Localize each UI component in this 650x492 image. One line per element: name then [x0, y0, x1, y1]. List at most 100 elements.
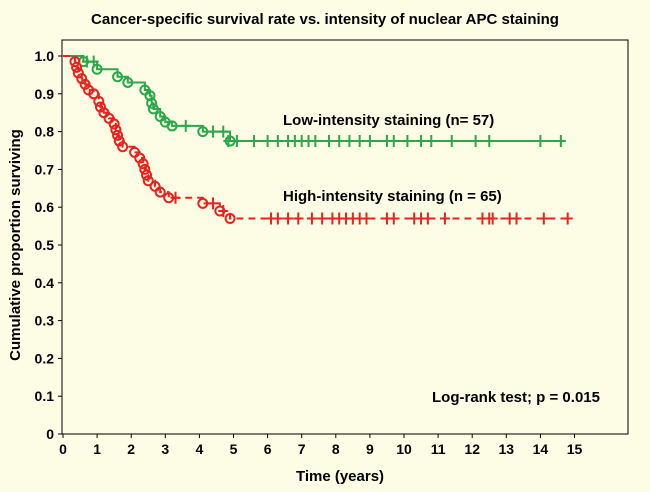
x-tick-label: 10 [396, 441, 412, 457]
x-tick-label: 12 [464, 441, 480, 457]
y-tick-label: 0.1 [35, 388, 55, 404]
censor-mark-low [484, 135, 495, 148]
censor-mark-low [344, 135, 355, 148]
event-marker-high [224, 213, 236, 225]
plot-area: 00.10.20.30.40.50.60.70.80.91.00 1 2 3 4 5 6 7 8… [35, 39, 629, 457]
censor-mark-high [388, 212, 399, 225]
censor-mark-low [323, 135, 334, 148]
censor-mark-low [310, 135, 321, 148]
y-tick-label: 1.0 [35, 48, 55, 64]
y-tick-label: 0.7 [35, 161, 55, 177]
event-marker-high [112, 129, 124, 141]
y-tick-label: 0.3 [35, 313, 55, 329]
log-rank-annotation: Log-rank test; p = 0.015 [432, 389, 600, 406]
event-marker-high [197, 197, 209, 209]
censor-mark-low [555, 135, 566, 148]
event-marker-high [88, 88, 100, 100]
censor-mark-low [248, 135, 259, 148]
censor-mark-high [208, 197, 219, 210]
x-tick-label: 1 [93, 441, 101, 457]
event-marker-high [93, 95, 105, 107]
censor-mark-low [180, 119, 191, 132]
censor-mark-low [388, 135, 399, 148]
x-tick-label: 5 [230, 441, 238, 457]
censor-mark-high [439, 212, 450, 225]
event-marker-high [137, 158, 149, 170]
y-axis-title: Cumulative proportion surviving [7, 129, 24, 361]
event-marker-low [146, 97, 158, 109]
y-tick-label: 0.8 [35, 124, 55, 140]
chart-title: Cancer-specific survival rate vs. intens… [91, 11, 559, 28]
censor-mark-low [402, 135, 413, 148]
event-marker-high [154, 186, 166, 198]
censor-mark-low [354, 135, 365, 148]
y-tick-label: 0 [46, 426, 54, 442]
censor-mark-high [306, 212, 317, 225]
y-tick-label: 0.9 [35, 86, 55, 102]
y-tick-label: 0.4 [35, 275, 55, 291]
event-marker-low [91, 63, 103, 75]
x-axis-title: Time (years) [296, 468, 384, 485]
x-tick-label: 4 [196, 441, 204, 457]
censor-mark-high [511, 212, 522, 225]
censor-mark-high [487, 212, 498, 225]
censor-mark-low [223, 135, 234, 148]
x-tick-label: 14 [533, 441, 549, 457]
x-tick-label: 3 [161, 441, 169, 457]
censor-mark-low [426, 135, 437, 148]
censor-mark-high [272, 212, 283, 225]
censor-mark-high [170, 191, 181, 204]
censor-mark-low [218, 125, 229, 138]
censor-mark-low [334, 135, 345, 148]
legend-high-intensity: High-intensity staining (n = 65) [283, 188, 502, 205]
x-tick-label: 15 [567, 441, 583, 457]
y-tick-label: 0.5 [35, 237, 55, 253]
censor-mark-high [218, 204, 229, 217]
censor-mark-low [262, 135, 273, 148]
y-tick-label: 0.6 [35, 199, 55, 215]
legend-low-intensity: Low-intensity staining (n= 57) [283, 112, 494, 129]
x-tick-label: 7 [298, 441, 306, 457]
event-marker-low [147, 103, 159, 115]
x-tick-label: 6 [264, 441, 272, 457]
censor-mark-high [422, 212, 433, 225]
censor-mark-low [470, 135, 481, 148]
censor-mark-high [562, 212, 573, 225]
censor-mark-high [538, 212, 549, 225]
censor-mark-low [272, 135, 283, 148]
censor-mark-high [317, 212, 328, 225]
plot-frame [61, 39, 629, 435]
x-tick-label: 9 [366, 441, 374, 457]
censor-mark-low [88, 55, 99, 68]
event-marker-high [141, 169, 153, 181]
event-marker-high [139, 163, 151, 175]
x-tick-label: 8 [332, 441, 340, 457]
x-tick-label: 0 [59, 441, 67, 457]
event-marker-low [112, 71, 124, 83]
censor-mark-high [293, 212, 304, 225]
event-marker-low [197, 126, 209, 138]
event-marker-high [110, 124, 122, 136]
y-tick-label: 0.2 [35, 350, 55, 366]
series-line-high [63, 55, 568, 220]
censor-mark-high [361, 212, 372, 225]
censor-mark-high [283, 212, 294, 225]
censor-mark-low [208, 125, 219, 138]
censor-mark-low [231, 135, 242, 148]
event-marker-high [117, 141, 129, 153]
event-marker-high [69, 56, 81, 68]
event-marker-high [108, 118, 120, 130]
censor-mark-low [416, 135, 427, 148]
censor-mark-low [535, 135, 546, 148]
event-marker-low [122, 76, 134, 88]
event-marker-high [71, 61, 83, 73]
x-tick-label: 2 [127, 441, 135, 457]
event-marker-low [144, 90, 156, 102]
x-tick-label: 11 [431, 441, 446, 457]
event-marker-low [166, 120, 178, 132]
censor-mark-low [446, 135, 457, 148]
x-tick-label: 13 [499, 441, 515, 457]
event-marker-high [142, 175, 154, 187]
